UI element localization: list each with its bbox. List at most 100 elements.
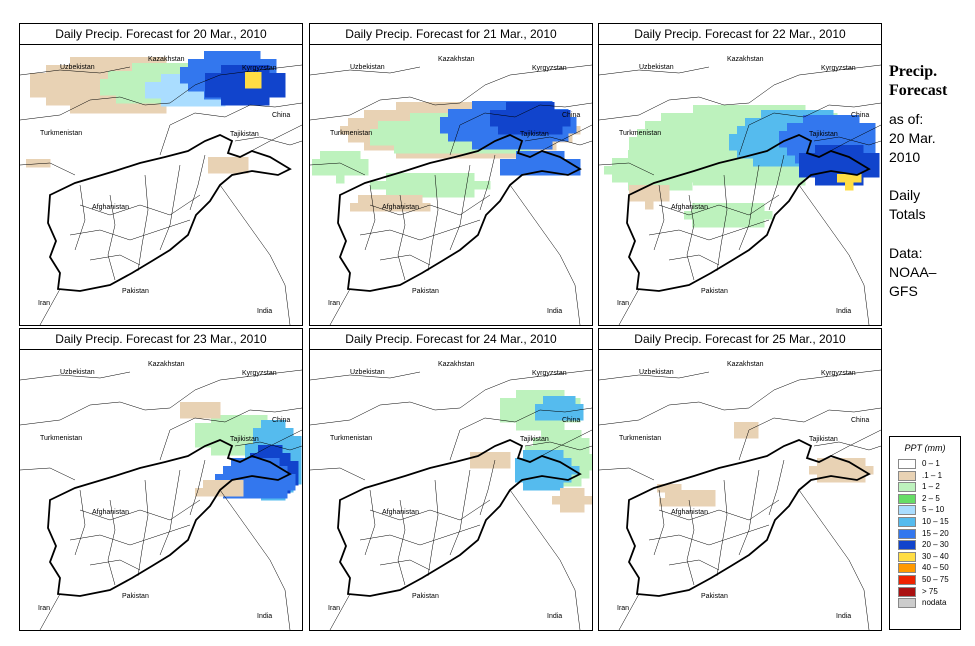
- precip-cell: [235, 431, 244, 440]
- precip-cell: [402, 173, 411, 182]
- precip-field: [657, 422, 874, 507]
- province-border: [668, 559, 720, 571]
- precip-cell: [506, 126, 515, 135]
- precip-cell: [26, 159, 35, 168]
- precip-cell: [777, 158, 786, 167]
- precip-cell: [140, 63, 149, 72]
- precip-cell: [78, 97, 87, 106]
- precip-cell: [205, 81, 214, 90]
- precip-cell: [628, 158, 637, 167]
- precip-cell: [560, 133, 569, 142]
- precip-cell: [402, 145, 411, 154]
- precip-cell: [540, 390, 549, 399]
- precip-cell: [554, 126, 563, 135]
- precip-cell: [855, 153, 864, 162]
- precip-cell: [645, 201, 654, 210]
- precip-cell: [555, 482, 564, 491]
- precip-cell: [251, 415, 260, 424]
- precip-cell: [436, 102, 445, 111]
- precip-cell: [725, 129, 734, 138]
- precip-cell: [700, 203, 709, 212]
- precip-cell: [541, 430, 550, 439]
- precip-cell: [436, 150, 445, 159]
- country-border: [234, 136, 303, 146]
- precip-cell: [402, 137, 411, 146]
- precip-cell: [229, 89, 238, 98]
- precip-cell: [701, 113, 710, 122]
- precip-cell: [567, 396, 576, 405]
- precip-cell: [390, 195, 399, 204]
- precip-cell: [240, 165, 249, 174]
- precip-cell: [773, 105, 782, 114]
- precip-cell: [645, 185, 654, 194]
- precip-cell: [709, 113, 718, 122]
- precip-cell: [219, 431, 228, 440]
- precip-cell: [344, 151, 353, 160]
- precip-cell: [644, 166, 653, 175]
- precip-cell: [410, 137, 419, 146]
- precip-cell: [285, 436, 294, 445]
- precip-cell: [835, 115, 844, 124]
- precip-cell: [261, 73, 270, 82]
- precip-cell: [673, 484, 682, 493]
- precip-cell: [502, 460, 511, 469]
- precip-cell: [628, 150, 637, 159]
- precip-cell: [636, 166, 645, 175]
- legend-item: 2 – 5: [890, 493, 960, 505]
- precip-cell: [410, 113, 419, 122]
- precip-cell: [261, 89, 270, 98]
- precip-cell: [420, 102, 429, 111]
- precip-cell: [328, 151, 337, 160]
- precip-cell: [245, 72, 254, 81]
- precip-cell: [263, 458, 272, 467]
- precip-cell: [124, 95, 133, 104]
- precip-cell: [769, 142, 778, 151]
- precip-cell: [724, 219, 733, 228]
- precip-cell: [140, 87, 149, 96]
- label-kazakhstan: Kazakhstan: [148, 56, 185, 63]
- precip-cell: [716, 203, 725, 212]
- precip-cell: [394, 129, 403, 138]
- precip-cell: [685, 113, 694, 122]
- precip-cell: [500, 159, 509, 168]
- precip-cell: [825, 458, 834, 467]
- precip-cell: [410, 181, 419, 190]
- precip-cell: [823, 161, 832, 170]
- precip-cell: [539, 474, 548, 483]
- country-border: [509, 489, 581, 631]
- afghanistan-border: [337, 134, 582, 292]
- precip-cell: [161, 90, 170, 99]
- precip-cell: [100, 87, 109, 96]
- precip-cell: [169, 82, 178, 91]
- precip-cell: [716, 219, 725, 228]
- as-of-date: 20 Mar.: [889, 130, 936, 146]
- precip-cell: [717, 153, 726, 162]
- precip-cell: [500, 150, 509, 159]
- forecast-panel-mar-22: Daily Precip. Forecast for 22 Mar., 2010…: [598, 23, 882, 326]
- precip-cell: [781, 177, 790, 186]
- precip-cell: [524, 151, 533, 160]
- precip-cell: [293, 444, 302, 453]
- precip-cell: [386, 129, 395, 138]
- precip-cell: [261, 420, 270, 429]
- legend-item: 50 – 75: [890, 574, 960, 586]
- precip-cell: [204, 410, 213, 419]
- precip-cell: [825, 110, 834, 119]
- precip-cell: [211, 447, 220, 456]
- country-border: [798, 489, 870, 631]
- panel-title: Daily Precip. Forecast for 25 Mar., 2010: [599, 329, 881, 350]
- precip-cell: [370, 129, 379, 138]
- precip-cell: [287, 482, 296, 491]
- precip-cell: [819, 139, 828, 148]
- label-tajikistan: Tajikistan: [520, 436, 549, 443]
- precip-cell: [100, 79, 109, 88]
- precip-cell: [548, 390, 557, 399]
- precip-cell: [404, 150, 413, 159]
- legend-label: 15 – 20: [922, 528, 949, 538]
- precip-cell: [841, 458, 850, 467]
- precip-cell: [573, 478, 582, 487]
- precip-cell: [282, 453, 291, 462]
- precip-cell: [683, 498, 692, 507]
- precip-cell: [536, 133, 545, 142]
- precip-cell: [364, 126, 373, 135]
